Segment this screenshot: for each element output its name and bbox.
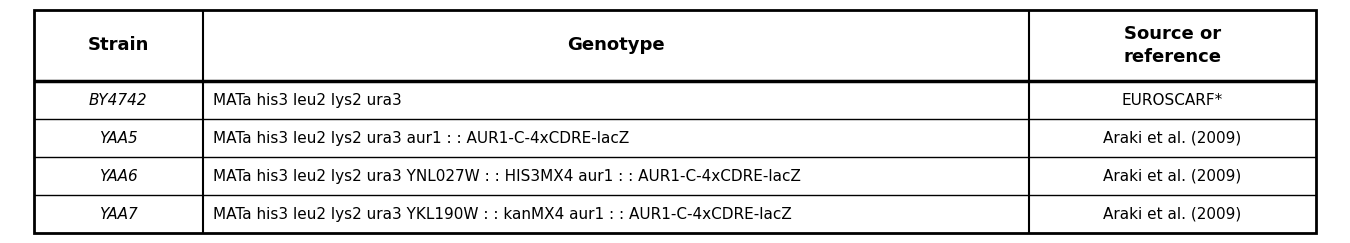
- Text: EUROSCARF*: EUROSCARF*: [1122, 93, 1223, 108]
- Text: Source or
reference: Source or reference: [1123, 25, 1222, 66]
- Text: Araki et al. (2009): Araki et al. (2009): [1103, 131, 1242, 146]
- Text: MATa his3 leu2 lys2 ura3 aur1 : : AUR1-C-4xCDRE-lacZ: MATa his3 leu2 lys2 ura3 aur1 : : AUR1-C…: [213, 131, 629, 146]
- Text: Strain: Strain: [88, 36, 148, 54]
- Text: Araki et al. (2009): Araki et al. (2009): [1103, 207, 1242, 222]
- Text: MATa his3 leu2 lys2 ura3 YNL027W : : HIS3MX4 aur1 : : AUR1-C-4xCDRE-lacZ: MATa his3 leu2 lys2 ura3 YNL027W : : HIS…: [213, 169, 801, 184]
- Text: YAA7: YAA7: [99, 207, 138, 222]
- Text: YAA5: YAA5: [99, 131, 138, 146]
- Text: Genotype: Genotype: [567, 36, 664, 54]
- Text: Araki et al. (2009): Araki et al. (2009): [1103, 169, 1242, 184]
- Text: MATa his3 leu2 lys2 ura3: MATa his3 leu2 lys2 ura3: [213, 93, 402, 108]
- Text: MATa his3 leu2 lys2 ura3 YKL190W : : kanMX4 aur1 : : AUR1-C-4xCDRE-lacZ: MATa his3 leu2 lys2 ura3 YKL190W : : kan…: [213, 207, 792, 222]
- Text: BY4742: BY4742: [89, 93, 147, 108]
- Text: YAA6: YAA6: [99, 169, 138, 184]
